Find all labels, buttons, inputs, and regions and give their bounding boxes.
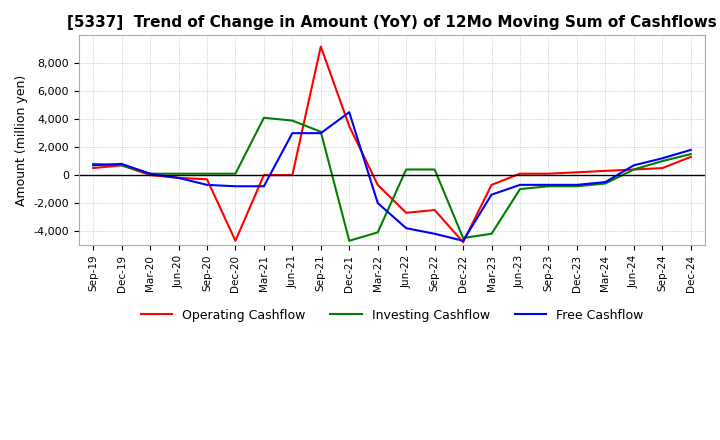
Free Cashflow bbox=[516, 182, 524, 187]
Investing Cashflow bbox=[260, 115, 269, 121]
Investing Cashflow bbox=[658, 158, 667, 164]
Operating Cashflow bbox=[431, 207, 439, 213]
Free Cashflow bbox=[260, 183, 269, 189]
Investing Cashflow bbox=[402, 167, 410, 172]
Free Cashflow bbox=[288, 131, 297, 136]
Investing Cashflow bbox=[231, 171, 240, 176]
Investing Cashflow bbox=[431, 167, 439, 172]
Investing Cashflow bbox=[516, 187, 524, 192]
Free Cashflow bbox=[402, 226, 410, 231]
Operating Cashflow bbox=[487, 182, 496, 187]
Operating Cashflow bbox=[402, 210, 410, 216]
Free Cashflow bbox=[544, 182, 553, 187]
Title: [5337]  Trend of Change in Amount (YoY) of 12Mo Moving Sum of Cashflows: [5337] Trend of Change in Amount (YoY) o… bbox=[67, 15, 717, 30]
Free Cashflow bbox=[231, 183, 240, 189]
Operating Cashflow bbox=[345, 124, 354, 129]
Operating Cashflow bbox=[459, 239, 467, 245]
Free Cashflow bbox=[431, 231, 439, 236]
Operating Cashflow bbox=[202, 176, 211, 182]
Free Cashflow bbox=[459, 238, 467, 243]
Operating Cashflow bbox=[686, 154, 695, 160]
Investing Cashflow bbox=[89, 161, 97, 167]
Operating Cashflow bbox=[374, 182, 382, 187]
Operating Cashflow bbox=[260, 172, 269, 178]
Investing Cashflow bbox=[459, 235, 467, 241]
Y-axis label: Amount (million yen): Amount (million yen) bbox=[15, 74, 28, 206]
Investing Cashflow bbox=[572, 183, 581, 189]
Investing Cashflow bbox=[174, 171, 183, 176]
Operating Cashflow bbox=[145, 172, 154, 178]
Investing Cashflow bbox=[487, 231, 496, 236]
Investing Cashflow bbox=[686, 151, 695, 157]
Investing Cashflow bbox=[544, 183, 553, 189]
Free Cashflow bbox=[374, 200, 382, 205]
Investing Cashflow bbox=[345, 238, 354, 243]
Free Cashflow bbox=[658, 156, 667, 161]
Operating Cashflow bbox=[658, 165, 667, 171]
Free Cashflow bbox=[686, 147, 695, 153]
Legend: Operating Cashflow, Investing Cashflow, Free Cashflow: Operating Cashflow, Investing Cashflow, … bbox=[135, 304, 648, 327]
Free Cashflow bbox=[317, 131, 325, 136]
Operating Cashflow bbox=[544, 171, 553, 176]
Operating Cashflow bbox=[317, 44, 325, 49]
Operating Cashflow bbox=[516, 171, 524, 176]
Operating Cashflow bbox=[601, 168, 610, 173]
Free Cashflow bbox=[145, 171, 154, 176]
Free Cashflow bbox=[89, 163, 97, 168]
Free Cashflow bbox=[629, 163, 638, 168]
Investing Cashflow bbox=[601, 181, 610, 186]
Operating Cashflow bbox=[572, 170, 581, 175]
Operating Cashflow bbox=[174, 175, 183, 180]
Operating Cashflow bbox=[629, 167, 638, 172]
Line: Operating Cashflow: Operating Cashflow bbox=[93, 47, 690, 242]
Operating Cashflow bbox=[231, 238, 240, 243]
Investing Cashflow bbox=[317, 129, 325, 134]
Operating Cashflow bbox=[288, 172, 297, 178]
Investing Cashflow bbox=[202, 171, 211, 176]
Free Cashflow bbox=[174, 175, 183, 180]
Line: Free Cashflow: Free Cashflow bbox=[93, 112, 690, 241]
Free Cashflow bbox=[345, 110, 354, 115]
Operating Cashflow bbox=[89, 165, 97, 171]
Free Cashflow bbox=[572, 182, 581, 187]
Investing Cashflow bbox=[374, 230, 382, 235]
Free Cashflow bbox=[202, 182, 211, 187]
Free Cashflow bbox=[601, 180, 610, 185]
Investing Cashflow bbox=[288, 118, 297, 123]
Free Cashflow bbox=[117, 161, 126, 167]
Operating Cashflow bbox=[117, 163, 126, 168]
Line: Investing Cashflow: Investing Cashflow bbox=[93, 118, 690, 241]
Free Cashflow bbox=[487, 192, 496, 197]
Investing Cashflow bbox=[629, 167, 638, 172]
Investing Cashflow bbox=[145, 171, 154, 176]
Investing Cashflow bbox=[117, 163, 126, 168]
